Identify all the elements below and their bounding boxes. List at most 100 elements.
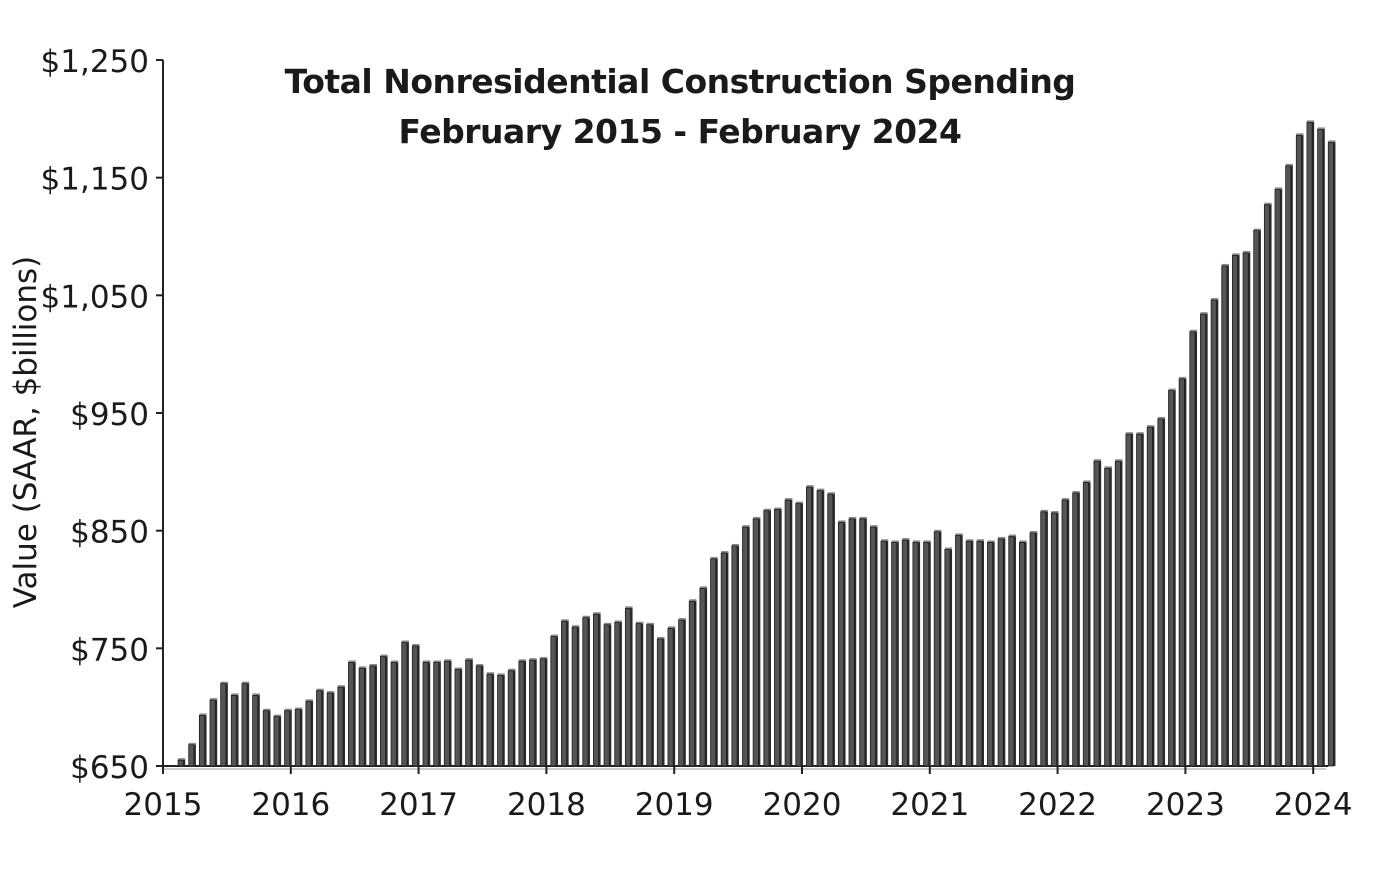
bar-cap	[1317, 127, 1325, 130]
bar-side	[577, 626, 580, 766]
y-tick-label: $850	[70, 515, 149, 551]
bar-cap	[210, 698, 218, 701]
bar-side	[502, 674, 505, 766]
chart-title: Total Nonresidential Construction Spendi…	[284, 62, 1076, 101]
bar-cap	[955, 533, 963, 536]
bar-side	[353, 661, 356, 766]
bar-cap	[1019, 540, 1027, 543]
bar-cap	[721, 551, 729, 554]
bar-side	[396, 661, 399, 766]
bar-side	[1226, 264, 1229, 766]
bar-side	[1333, 141, 1336, 766]
bar-side	[683, 619, 686, 766]
x-tick-label: 2024	[1274, 787, 1353, 823]
bar-cap	[1008, 534, 1016, 537]
bar-cap	[593, 612, 601, 615]
bar-cap	[891, 540, 899, 543]
bar-side	[939, 530, 942, 766]
bar-side	[1003, 537, 1006, 766]
bar-cap	[1200, 312, 1208, 315]
bar-side	[715, 557, 718, 766]
bar-side	[1035, 532, 1038, 766]
bar-cap	[1232, 253, 1240, 256]
bar-side	[566, 620, 569, 766]
bar-cap	[753, 516, 761, 519]
bar-side	[790, 499, 793, 766]
bar-side	[747, 526, 750, 766]
bar-side	[481, 664, 484, 766]
bar-cap	[550, 634, 558, 637]
bar-side	[236, 694, 239, 766]
bar	[273, 716, 280, 767]
x-tick-label: 2018	[507, 787, 586, 823]
bar	[497, 674, 504, 767]
bar-side	[1290, 164, 1293, 766]
bar	[1189, 331, 1196, 767]
bar-side	[268, 709, 271, 766]
bar-side	[300, 708, 303, 766]
bar-side	[492, 673, 495, 766]
bar	[923, 542, 930, 767]
bar-side	[364, 667, 367, 766]
bar-side	[694, 600, 697, 766]
bar-cap	[476, 663, 484, 666]
bar-cap	[316, 688, 324, 691]
bar-cap	[1083, 480, 1091, 483]
bar	[859, 518, 866, 767]
bar-cap	[380, 654, 388, 657]
bar-side	[374, 664, 377, 766]
bar-cap	[774, 507, 782, 510]
bar	[252, 695, 259, 767]
bar-side	[619, 621, 622, 766]
bar	[806, 486, 813, 767]
bar-side	[1301, 134, 1304, 767]
bar-cap	[1051, 511, 1059, 514]
bar	[1178, 378, 1185, 767]
bar	[976, 540, 983, 767]
bar-side	[875, 526, 878, 766]
chart-subtitle: February 2015 - February 2024	[398, 112, 962, 151]
bar-cap	[1136, 432, 1144, 435]
bar	[710, 558, 717, 767]
bar-side	[1205, 313, 1208, 766]
bar-side	[406, 641, 409, 766]
bar-side	[460, 668, 463, 766]
bar	[1061, 499, 1068, 767]
bar-side	[630, 607, 633, 766]
bar-cap	[849, 516, 857, 519]
bar-cap	[486, 672, 495, 675]
bar-cap	[1179, 376, 1187, 379]
bar-cap	[625, 606, 633, 609]
bar	[987, 542, 994, 767]
bar	[284, 710, 291, 767]
bar-cap	[1157, 416, 1166, 419]
bar-cap	[678, 618, 686, 621]
bar	[358, 667, 365, 767]
bar-cap	[444, 659, 452, 662]
bar-side	[289, 709, 292, 766]
bar	[1157, 418, 1164, 767]
bar-cap	[1264, 202, 1272, 205]
bar	[1263, 204, 1270, 767]
bar-side	[385, 655, 388, 766]
y-tick-label: $1,250	[41, 44, 149, 80]
bar-cap	[220, 681, 228, 684]
y-tick-label: $1,050	[41, 279, 149, 315]
bar-side	[641, 622, 644, 766]
bar-cap	[944, 547, 953, 550]
bar	[1253, 230, 1260, 767]
bar	[337, 686, 344, 767]
bar-side	[524, 660, 527, 766]
bar-side	[1024, 541, 1027, 766]
bar-side	[982, 540, 984, 766]
bar-side	[513, 669, 516, 766]
bar-cap	[391, 660, 399, 663]
bar	[401, 642, 408, 767]
bar-side	[556, 635, 558, 766]
bar-cap	[1211, 298, 1219, 301]
bar	[369, 665, 376, 767]
bar	[1050, 512, 1057, 767]
bar	[1306, 121, 1313, 767]
bar-cap	[646, 622, 654, 625]
